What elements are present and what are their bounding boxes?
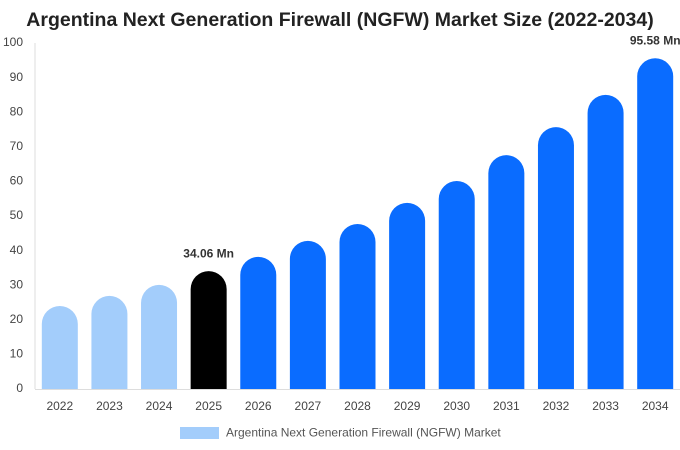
bar bbox=[240, 256, 277, 389]
data-label: 34.06 Mn bbox=[183, 246, 234, 260]
x-tick-label: 2031 bbox=[493, 399, 520, 413]
y-tick-label: 90 bbox=[10, 70, 24, 84]
x-tick-label: 2022 bbox=[46, 399, 73, 413]
x-tick-label: 2029 bbox=[394, 399, 421, 413]
bar bbox=[488, 155, 525, 389]
y-tick-label: 40 bbox=[10, 243, 24, 257]
x-tick-label: 2027 bbox=[295, 399, 322, 413]
legend-swatch bbox=[180, 427, 219, 439]
x-tick-label: 2028 bbox=[344, 399, 371, 413]
x-tick-label: 2025 bbox=[195, 399, 222, 413]
bar bbox=[141, 284, 178, 389]
bar bbox=[41, 305, 78, 389]
bar bbox=[438, 181, 475, 389]
x-tick-label: 2024 bbox=[146, 399, 173, 413]
y-tick-label: 100 bbox=[3, 35, 23, 49]
x-tick-label: 2032 bbox=[543, 399, 570, 413]
bar bbox=[91, 295, 128, 389]
x-tick-label: 2030 bbox=[443, 399, 470, 413]
y-tick-label: 0 bbox=[16, 381, 23, 395]
y-tick-label: 80 bbox=[10, 104, 24, 118]
y-tick-label: 10 bbox=[10, 347, 24, 361]
bar bbox=[190, 271, 227, 389]
legend-label: Argentina Next Generation Firewall (NGFW… bbox=[226, 426, 501, 440]
bar bbox=[339, 223, 376, 389]
x-tick-label: 2033 bbox=[592, 399, 619, 413]
x-tick-label: 2034 bbox=[642, 399, 669, 413]
bar bbox=[587, 94, 624, 389]
data-label: 95.58 Mn bbox=[630, 33, 680, 47]
y-tick-label: 70 bbox=[10, 139, 24, 153]
bar bbox=[289, 240, 326, 389]
x-tick-label: 2026 bbox=[245, 399, 272, 413]
y-tick-label: 30 bbox=[10, 277, 24, 291]
y-tick-label: 60 bbox=[10, 174, 24, 188]
chart-title: Argentina Next Generation Firewall (NGFW… bbox=[26, 9, 653, 31]
bar bbox=[537, 127, 574, 389]
x-tick-label: 2023 bbox=[96, 399, 123, 413]
bar bbox=[389, 202, 426, 389]
bar bbox=[637, 58, 674, 389]
y-tick-label: 50 bbox=[10, 208, 24, 222]
y-tick-label: 20 bbox=[10, 312, 24, 326]
